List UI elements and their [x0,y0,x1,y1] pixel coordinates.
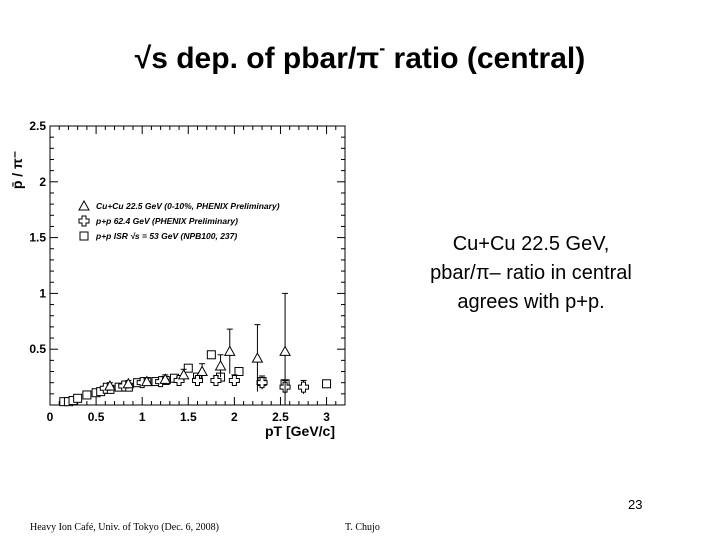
data-point-triangle [251,352,264,363]
series-layer [59,292,332,407]
x-tick-label: 3 [323,410,330,424]
x-tick-label: 0.5 [88,410,105,424]
y-tick-label: 1.5 [29,231,46,245]
page-number: 23 [628,497,643,512]
data-point-cross [228,374,240,386]
note-line-3: agrees with p+p. [457,291,605,313]
note-line-1: Cu+Cu 22.5 GeV, [452,233,610,255]
axis-ticks [49,125,346,406]
x-tick-label: 1 [139,410,146,424]
y-axis-title: p̄ / π⁻ [9,151,25,189]
x-tick-label: 2.5 [272,410,289,424]
data-point-triangle [279,345,291,356]
data-point-cross [210,374,222,386]
y-tick-labels: 0.5 1 1.5 2 2.5 [29,119,46,356]
data-point-square [82,390,92,400]
data-point-triangle [214,359,227,371]
data-point-square [206,350,216,360]
data-point-square [183,363,193,373]
data-point-triangle [196,365,208,377]
x-tick-label: 0 [47,410,54,424]
legend-marker-square [79,231,89,241]
data-point-triangle [177,368,190,380]
data-point-square [322,379,332,389]
data-point-triangle [223,345,236,356]
legend-marker-triangle [78,199,90,211]
x-tick-label: 1.5 [180,410,197,424]
y-tick-label: 2 [39,175,46,189]
chart-legend: Cu+Cu 22.5 GeV (0-10%, PHENIX Preliminar… [78,199,280,241]
legend-label-pp62: p+p 62.4 GeV (PHENIX Preliminary) [95,216,238,226]
title-superscript: - [379,38,386,58]
x-axis-title: pT [GeV/c] [265,423,335,439]
slide-title: √s dep. of pbar/π- ratio (central) [0,38,720,76]
title-prefix: √s dep. of pbar/π [134,42,380,75]
legend-label-cucu: Cu+Cu 22.5 GeV (0-10%, PHENIX Preliminar… [96,201,280,211]
note-line-2: pbar/π– ratio in central [430,262,632,284]
series-triangle [104,292,291,405]
y-tick-label: 0.5 [29,342,46,356]
footer-author: T. Chujo [345,522,380,533]
legend-triangle-shape [78,199,90,211]
data-point-triangle [104,379,116,391]
legend-square-shape [79,231,89,241]
footer-event: Heavy Ion Café, Univ. of Tokyo (Dec. 6, … [30,522,219,533]
legend-cross-shape [78,215,90,227]
plot-frame [49,125,346,406]
data-point-triangle [140,375,153,387]
legend-marker-cross [78,215,90,227]
data-point-triangle [159,373,172,384]
data-point-cross [298,381,310,393]
data-point-square [234,367,244,377]
legend-label-isr: p+p ISR √s = 53 GeV (NPB100, 237) [95,231,237,241]
data-point-square [73,393,83,403]
side-note: Cu+Cu 22.5 GeV, pbar/π– ratio in central… [396,230,666,317]
title-suffix: ratio (central) [385,42,586,75]
y-tick-label: 1 [39,286,46,300]
ratio-chart: 0 0.5 1 1.5 2 2.5 3 0.5 1 1.5 2 2.5 pT [GeV/c] p̄ … [9,119,346,439]
data-point-triangle [122,377,135,389]
x-tick-labels: 0 0.5 1 1.5 2 2.5 3 [47,410,331,424]
y-tick-label: 2.5 [29,119,46,133]
data-point-cross [192,374,203,386]
x-tick-label: 2 [231,410,238,424]
